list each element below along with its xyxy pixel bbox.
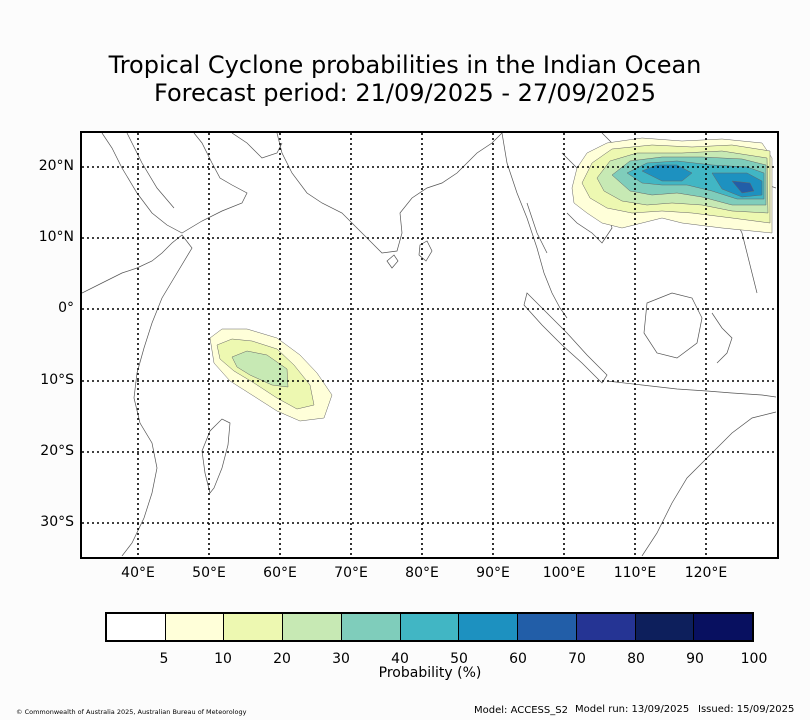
colorbar-title: Probability (%)	[378, 665, 482, 681]
copyright-text: © Commonwealth of Australia 2025, Austra…	[16, 708, 247, 716]
lat-label-30s: 30°S	[40, 514, 74, 530]
colorbar-swatch	[165, 614, 225, 640]
lon-label-120e: 120°E	[684, 565, 728, 581]
colorbar-swatch	[518, 614, 577, 640]
lat-label-10s: 10°S	[40, 372, 74, 388]
lon-label-60e: 60°E	[263, 565, 297, 581]
lat-label-20s: 20°S	[40, 443, 74, 459]
colorbar-swatch	[694, 614, 753, 640]
contours-north	[571, 137, 773, 234]
colorbar-tick: 40	[391, 651, 409, 667]
colorbar-tick: 80	[627, 651, 645, 667]
colorbar-tick: 20	[273, 651, 291, 667]
colorbar-tick: 90	[686, 651, 704, 667]
colorbar	[105, 612, 754, 642]
probability-map	[80, 131, 779, 559]
model-label: Model: ACCESS_S2	[474, 705, 568, 716]
map-canvas	[82, 133, 776, 556]
lat-label-0: 0°	[58, 300, 74, 316]
colorbar-swatch	[400, 614, 460, 640]
lon-label-110e: 110°E	[613, 565, 657, 581]
colorbar-swatch	[224, 614, 284, 640]
colorbar-tick: 10	[214, 651, 232, 667]
lon-label-40e: 40°E	[121, 565, 155, 581]
lon-label-80e: 80°E	[405, 565, 439, 581]
colorbar-tick: 100	[740, 651, 768, 667]
colorbar-swatch	[459, 614, 519, 640]
lat-label-20n: 20°N	[38, 158, 74, 174]
colorbar-tick: 30	[332, 651, 350, 667]
colorbar-swatch	[283, 614, 342, 640]
colorbar-swatch	[635, 614, 695, 640]
lon-label-100e: 100°E	[542, 565, 586, 581]
colorbar-swatch	[341, 614, 401, 640]
colorbar-tick: 5	[159, 651, 169, 667]
gridlines	[82, 133, 776, 556]
lon-label-70e: 70°E	[334, 565, 368, 581]
chart-title-line1: Tropical Cyclone probabilities in the In…	[108, 51, 702, 79]
chart-title-line2: Forecast period: 21/09/2025 - 27/09/2025	[154, 79, 656, 107]
contours-south	[209, 328, 333, 422]
colorbar-tick: 50	[450, 651, 468, 667]
issued-label: Issued: 15/09/2025	[698, 704, 795, 715]
lon-label-90e: 90°E	[476, 565, 510, 581]
colorbar-tick: 70	[568, 651, 586, 667]
colorbar-swatch	[107, 614, 166, 640]
lat-label-10n: 10°N	[38, 229, 74, 245]
colorbar-swatch	[576, 614, 636, 640]
model-run-label: Model run: 13/09/2025	[575, 704, 690, 715]
colorbar-tick: 60	[509, 651, 527, 667]
lon-label-50e: 50°E	[192, 565, 226, 581]
